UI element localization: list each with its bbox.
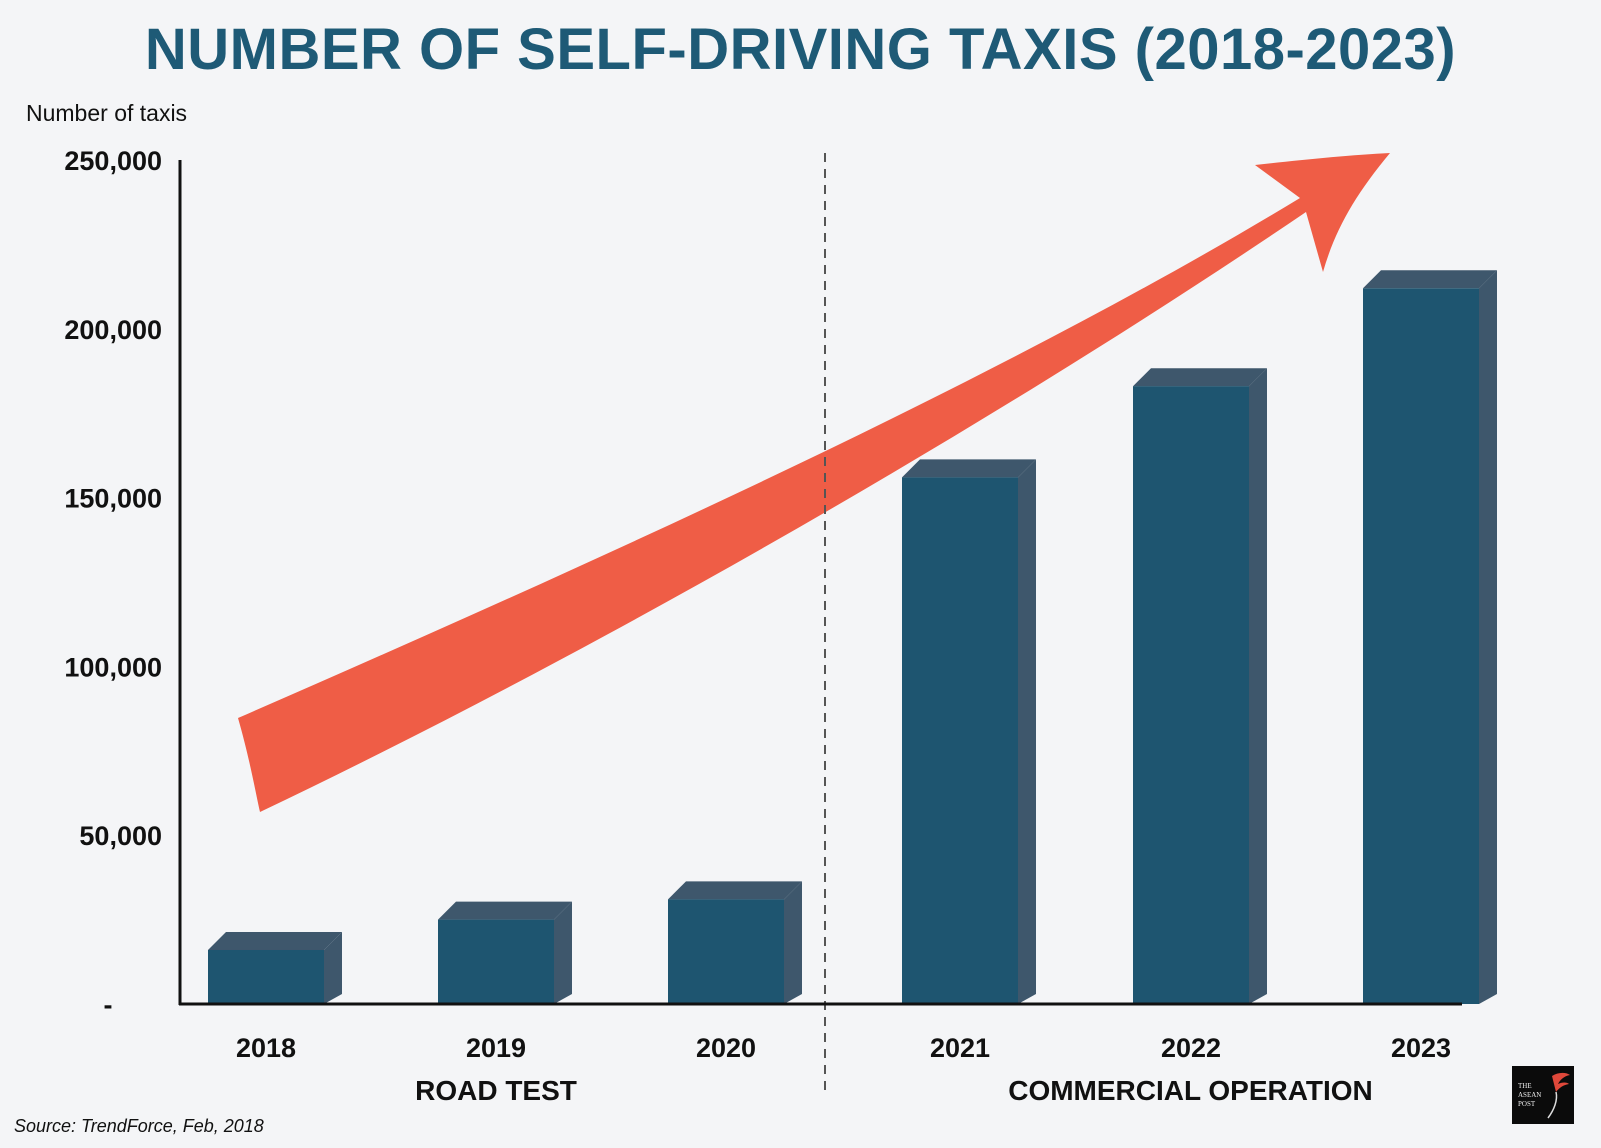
bar-front-face xyxy=(438,919,554,1004)
bar-front-face xyxy=(668,899,784,1004)
bar-top-face xyxy=(668,881,802,900)
bar-2022 xyxy=(1133,368,1267,1004)
bar-side-face xyxy=(324,931,342,1004)
svg-text:THE: THE xyxy=(1518,1082,1532,1090)
source-note: Source: TrendForce, Feb, 2018 xyxy=(14,1116,264,1136)
y-tick-label: - xyxy=(104,990,113,1020)
svg-text:POST: POST xyxy=(1518,1100,1536,1108)
y-tick-label: 150,000 xyxy=(64,484,162,514)
bar-front-face xyxy=(1133,386,1249,1004)
bar-side-face xyxy=(784,881,802,1004)
y-axis-title: Number of taxis xyxy=(26,100,188,126)
trend-arrow xyxy=(238,153,1390,812)
x-tick-label: 2022 xyxy=(1161,1033,1221,1063)
bar-2019 xyxy=(438,901,572,1004)
bar-front-face xyxy=(208,949,324,1004)
x-tick-label: 2021 xyxy=(930,1033,990,1063)
bar-side-face xyxy=(1479,270,1497,1005)
chart-title: NUMBER OF SELF-DRIVING TAXIS (2018-2023) xyxy=(144,17,1457,82)
y-tick-label: 100,000 xyxy=(64,652,162,682)
svg-text:ASEAN: ASEAN xyxy=(1518,1091,1541,1099)
bar-2021 xyxy=(902,459,1036,1004)
bar-2020 xyxy=(668,881,802,1004)
y-tick-label: 250,000 xyxy=(64,146,162,176)
x-tick-label: 2019 xyxy=(466,1033,526,1063)
asean-post-logo: THE ASEAN POST xyxy=(1512,1066,1574,1124)
bar-top-face xyxy=(1363,270,1497,289)
y-tick-label: 200,000 xyxy=(64,315,162,345)
phase-label: ROAD TEST xyxy=(415,1075,577,1106)
bar-side-face xyxy=(1018,459,1036,1004)
bar-front-face xyxy=(902,477,1018,1004)
bar-top-face xyxy=(438,901,572,920)
x-tick-label: 2020 xyxy=(696,1033,756,1063)
bar-side-face xyxy=(554,901,572,1004)
bar-2023 xyxy=(1363,270,1497,1005)
bar-side-face xyxy=(1249,368,1267,1004)
bar-top-face xyxy=(1133,368,1267,387)
bar-top-face xyxy=(208,931,342,950)
x-tick-label: 2023 xyxy=(1391,1033,1451,1063)
phase-label: COMMERCIAL OPERATION xyxy=(1008,1075,1373,1106)
x-tick-label: 2018 xyxy=(236,1033,296,1063)
bar-top-face xyxy=(902,459,1036,478)
bar-front-face xyxy=(1363,288,1479,1005)
y-tick-label: 50,000 xyxy=(79,821,162,851)
bar-2018 xyxy=(208,931,342,1004)
